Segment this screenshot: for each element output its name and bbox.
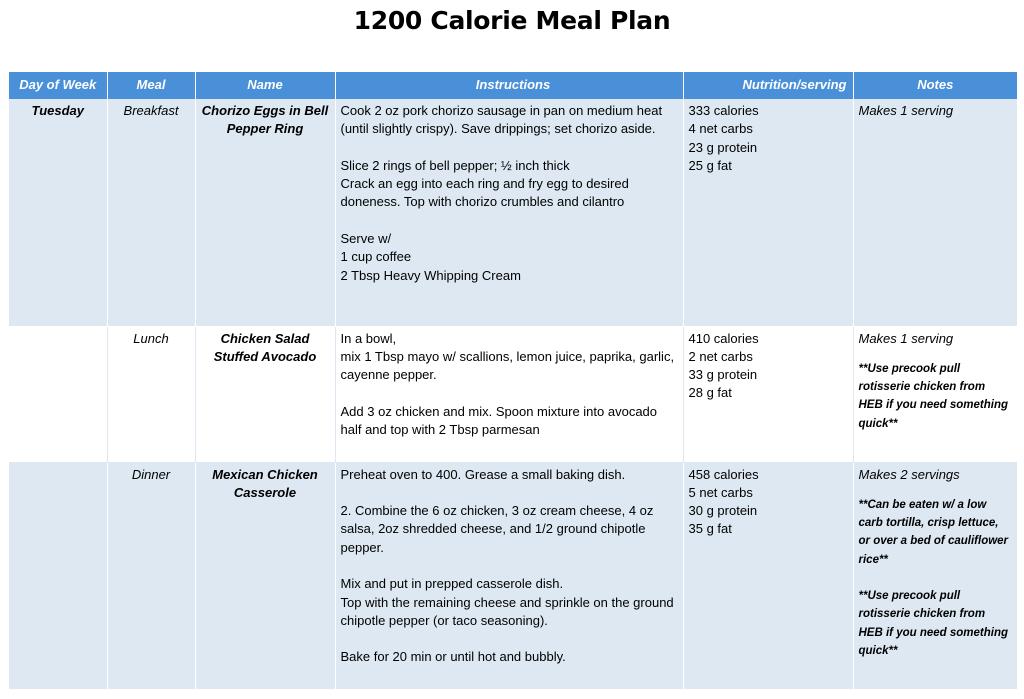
instruction-line: Mix and put in prepped casserole dish. xyxy=(340,576,564,592)
recipe-name-cell: Mexican Chicken Casserole xyxy=(195,462,336,690)
nutrition-line: 33 g protein xyxy=(688,367,758,383)
instruction-line xyxy=(341,139,678,157)
table-row: Tuesday Breakfast Chorizo Eggs in Bell Pep… xyxy=(9,99,1017,327)
instruction-line xyxy=(341,557,678,575)
nutrition-line: 458 calories xyxy=(688,466,759,482)
instruction-line: 2. Combine the 6 oz chicken, 3 oz cream … xyxy=(340,503,654,555)
instruction-line: In a bowl, xyxy=(340,330,397,346)
instruction-line xyxy=(341,630,678,648)
nutrition-line: 30 g protein xyxy=(688,503,758,519)
nutrition-line: 25 g fat xyxy=(688,157,732,173)
table-row: Dinner Mexican Chicken Casserole Preheat o… xyxy=(9,462,1017,690)
instructions-cell: Cook 2 oz pork chorizo sausage in pan on… xyxy=(335,99,684,327)
page-title: 1200 Calorie Meal Plan xyxy=(353,6,671,35)
servings-note: Makes 2 servings xyxy=(858,466,960,482)
servings-note: Makes 1 serving xyxy=(858,330,954,346)
notes-cell: Makes 1 serving **Use precook pull rotiss… xyxy=(853,326,1017,463)
instruction-line: Preheat oven to 400. Grease a small baki… xyxy=(340,466,626,482)
col-day-of-week: Day of Week xyxy=(9,72,108,99)
day-cell xyxy=(9,462,108,690)
tip-note: **Use precook pull rotisserie chicken fr… xyxy=(858,589,1009,657)
col-name: Name xyxy=(195,72,336,99)
table-row: Lunch Chicken Salad Stuffed Avocado In a b… xyxy=(9,326,1017,463)
servings-note: Makes 1 serving xyxy=(858,103,954,118)
nutrition-line: 2 net carbs xyxy=(688,348,753,364)
instruction-line xyxy=(341,212,678,230)
meal-cell: Breakfast xyxy=(107,99,196,327)
instruction-line: Add 3 oz chicken and mix. Spoon mixture … xyxy=(340,403,658,437)
meal-cell: Lunch xyxy=(107,326,196,463)
nutrition-line: 35 g fat xyxy=(688,521,732,537)
instruction-line: 1 cup coffee xyxy=(340,249,412,265)
nutrition-line: 23 g protein xyxy=(688,139,758,155)
tip-note: **Can be eaten w/ a low carb tortilla, c… xyxy=(858,498,1009,566)
instructions-cell: Preheat oven to 400. Grease a small baki… xyxy=(335,462,684,690)
instruction-line xyxy=(341,384,678,402)
instruction-line xyxy=(341,484,678,502)
nutrition-line: 4 net carbs xyxy=(688,121,753,137)
col-nutrition: Nutrition/serving xyxy=(683,72,854,99)
tip-note: **Use precook pull rotisserie chicken fr… xyxy=(858,362,1009,430)
day-cell: Tuesday xyxy=(9,99,108,327)
col-instructions: Instructions xyxy=(335,72,684,99)
instruction-line: Cook 2 oz pork chorizo sausage in pan on… xyxy=(340,103,663,137)
instruction-line: mix 1 Tbsp mayo w/ scallions, lemon juic… xyxy=(340,348,675,383)
recipe-name-cell: Chicken Salad Stuffed Avocado xyxy=(195,326,336,463)
meal-cell: Dinner xyxy=(107,462,196,690)
notes-cell: Makes 2 servings **Can be eaten w/ a low … xyxy=(853,462,1017,690)
instruction-line: Top with the remaining cheese and sprink… xyxy=(340,594,674,628)
recipe-name-cell: Chorizo Eggs in Bell Pepper Ring xyxy=(195,99,336,327)
nutrition-cell: 333 calories 4 net carbs 23 g protein 25 g … xyxy=(683,99,854,327)
nutrition-cell: 410 calories 2 net carbs 33 g protein 28 g … xyxy=(683,326,854,463)
instruction-line: Slice 2 rings of bell pepper; ½ inch thi… xyxy=(340,157,570,173)
instruction-line: Bake for 20 min or until hot and bubbly. xyxy=(340,649,566,665)
col-meal: Meal xyxy=(107,72,196,99)
nutrition-cell: 458 calories 5 net carbs 30 g protein 35 g … xyxy=(683,462,854,690)
nutrition-line: 28 g fat xyxy=(688,385,732,401)
nutrition-line: 333 calories xyxy=(688,103,759,118)
meal-plan-table: Day of Week Meal Name Instructions Nutri… xyxy=(9,72,1017,690)
notes-cell: Makes 1 serving xyxy=(853,99,1017,327)
col-notes: Notes xyxy=(853,72,1017,99)
instruction-line: Crack an egg into each ring and fry egg … xyxy=(340,176,629,210)
nutrition-line: 5 net carbs xyxy=(688,484,753,500)
instruction-line: Serve w/ xyxy=(340,231,392,247)
day-cell xyxy=(9,326,108,463)
header-row: Day of Week Meal Name Instructions Nutri… xyxy=(9,72,1017,99)
instructions-cell: In a bowl, mix 1 Tbsp mayo w/ scallions, … xyxy=(335,326,684,463)
instruction-line: 2 Tbsp Heavy Whipping Cream xyxy=(340,267,521,283)
nutrition-line: 410 calories xyxy=(688,330,759,346)
